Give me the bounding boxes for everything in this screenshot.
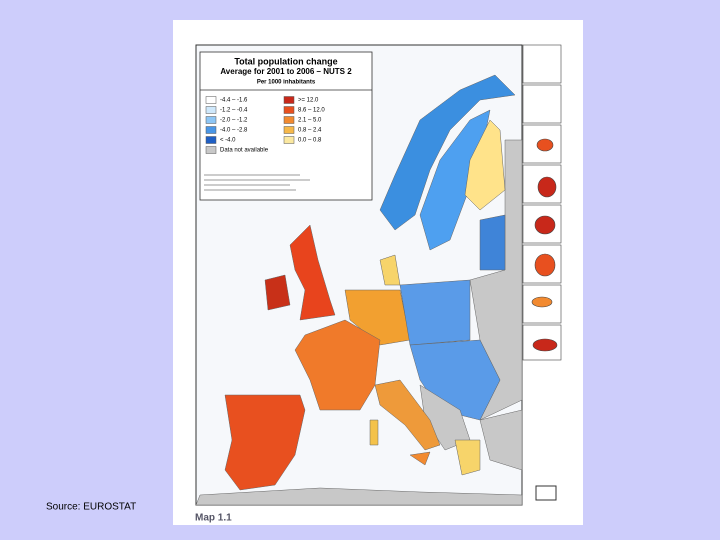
legend-label: 8.6 – 12.0 — [298, 108, 325, 114]
legend-label: 2.1 – 5.0 — [298, 118, 322, 124]
legend-label: Data not available — [220, 148, 269, 154]
legend-swatch — [205, 116, 217, 124]
legend-swatch — [205, 96, 217, 104]
legend-label: 0.0 – 0.8 — [298, 138, 322, 144]
legend-label: < -4.0 — [220, 138, 236, 144]
legend-swatch — [205, 136, 217, 144]
legend-swatch — [205, 106, 217, 114]
legend-label: -4.0 – -2.8 — [220, 128, 248, 134]
legend-swatch — [205, 146, 217, 154]
legend-label: -4.4 – -1.6 — [220, 98, 248, 104]
inset-maps — [522, 44, 562, 361]
map-unit: Per 1000 inhabitants — [257, 80, 316, 86]
legend-swatch — [283, 126, 295, 134]
legend-notes — [204, 174, 310, 191]
map-regions — [195, 74, 523, 506]
legend-label: -1.2 – -0.4 — [220, 108, 248, 114]
legend-label: >= 12.0 — [298, 98, 319, 104]
map-caption: Map 1.1 — [195, 513, 232, 524]
map-title: Total population change — [234, 56, 337, 66]
legend-swatch — [283, 96, 295, 104]
source-note: Source: EUROSTAT — [46, 502, 136, 513]
logo — [535, 485, 557, 501]
legend-swatch — [283, 136, 295, 144]
legend-label: 0.8 – 2.4 — [298, 128, 322, 134]
map-subtitle: Average for 2001 to 2006 – NUTS 2 — [220, 67, 352, 76]
legend-swatch — [205, 126, 217, 134]
legend-label: -2.0 – -1.2 — [220, 118, 248, 124]
legend-swatch — [283, 106, 295, 114]
legend-swatch — [283, 116, 295, 124]
